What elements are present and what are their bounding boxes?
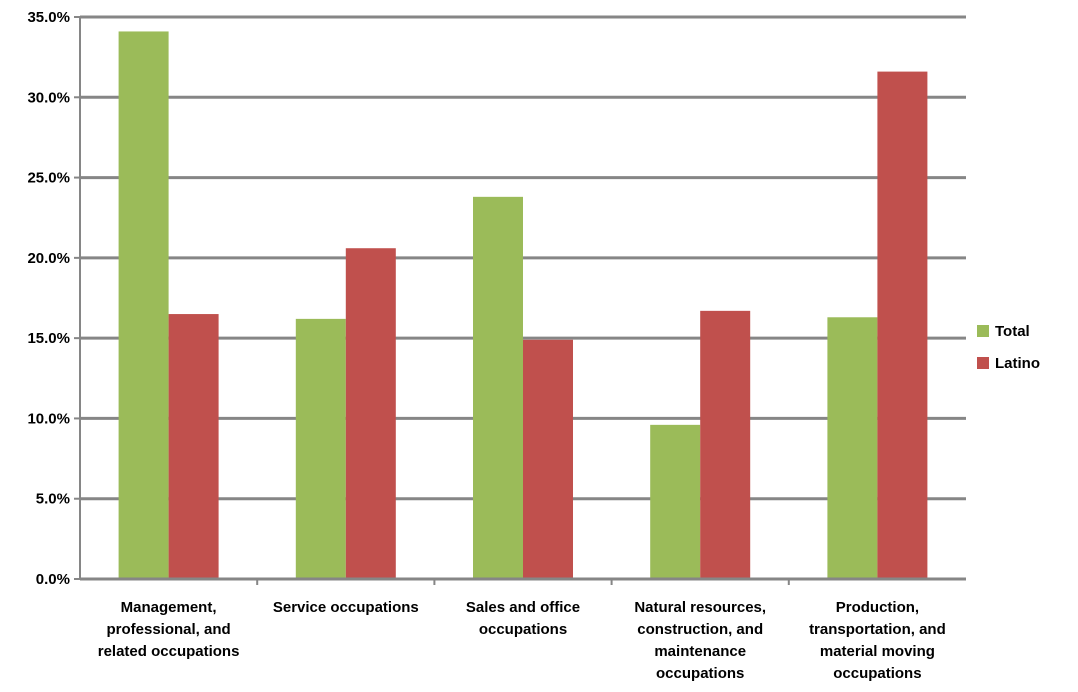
y-tick-label: 5.0% (36, 491, 70, 508)
bar-latino-2 (345, 248, 396, 580)
legend-label-total: Total (995, 323, 1030, 340)
bars (118, 31, 928, 580)
bar-total-5 (827, 317, 878, 579)
x-category-label: Production, transportation, and material m… (809, 599, 946, 682)
x-axis-category-labels: Management, professional, and related occu… (98, 599, 946, 682)
legend-swatch-latino (977, 357, 989, 369)
bar-latino-1 (168, 314, 219, 579)
bar-latino-5 (877, 71, 928, 579)
y-tick-label: 10.0% (27, 410, 70, 427)
bar-total-1 (118, 31, 169, 580)
bar-latino-3 (523, 339, 573, 579)
y-tick-label: 15.0% (27, 330, 70, 347)
y-tick-label: 35.0% (27, 9, 70, 26)
y-tick-label: 0.0% (36, 571, 70, 588)
legend-swatch-total (977, 325, 989, 337)
legend: Total Latino (977, 323, 1040, 372)
bar-total-4 (650, 424, 701, 579)
legend-label-latino: Latino (995, 355, 1040, 372)
y-axis-tick-labels: 0.0% 5.0% 10.0% 15.0% 20.0% 25.0% 30.0% 35.0% (27, 9, 70, 588)
x-category-label: Natural resources, construction, and maint… (634, 599, 766, 682)
x-category-label: Management, professional, and related occu… (98, 599, 240, 660)
bar-total-2 (295, 318, 346, 579)
y-tick-label: 25.0% (27, 170, 70, 187)
x-category-label: Service occupations (273, 599, 419, 616)
x-category-label: Sales and office occupations (466, 599, 580, 638)
bar-latino-4 (700, 310, 751, 579)
bar-total-3 (473, 196, 523, 579)
axes (74, 16, 966, 585)
y-tick-label: 20.0% (27, 250, 70, 267)
y-tick-label: 30.0% (27, 89, 70, 106)
